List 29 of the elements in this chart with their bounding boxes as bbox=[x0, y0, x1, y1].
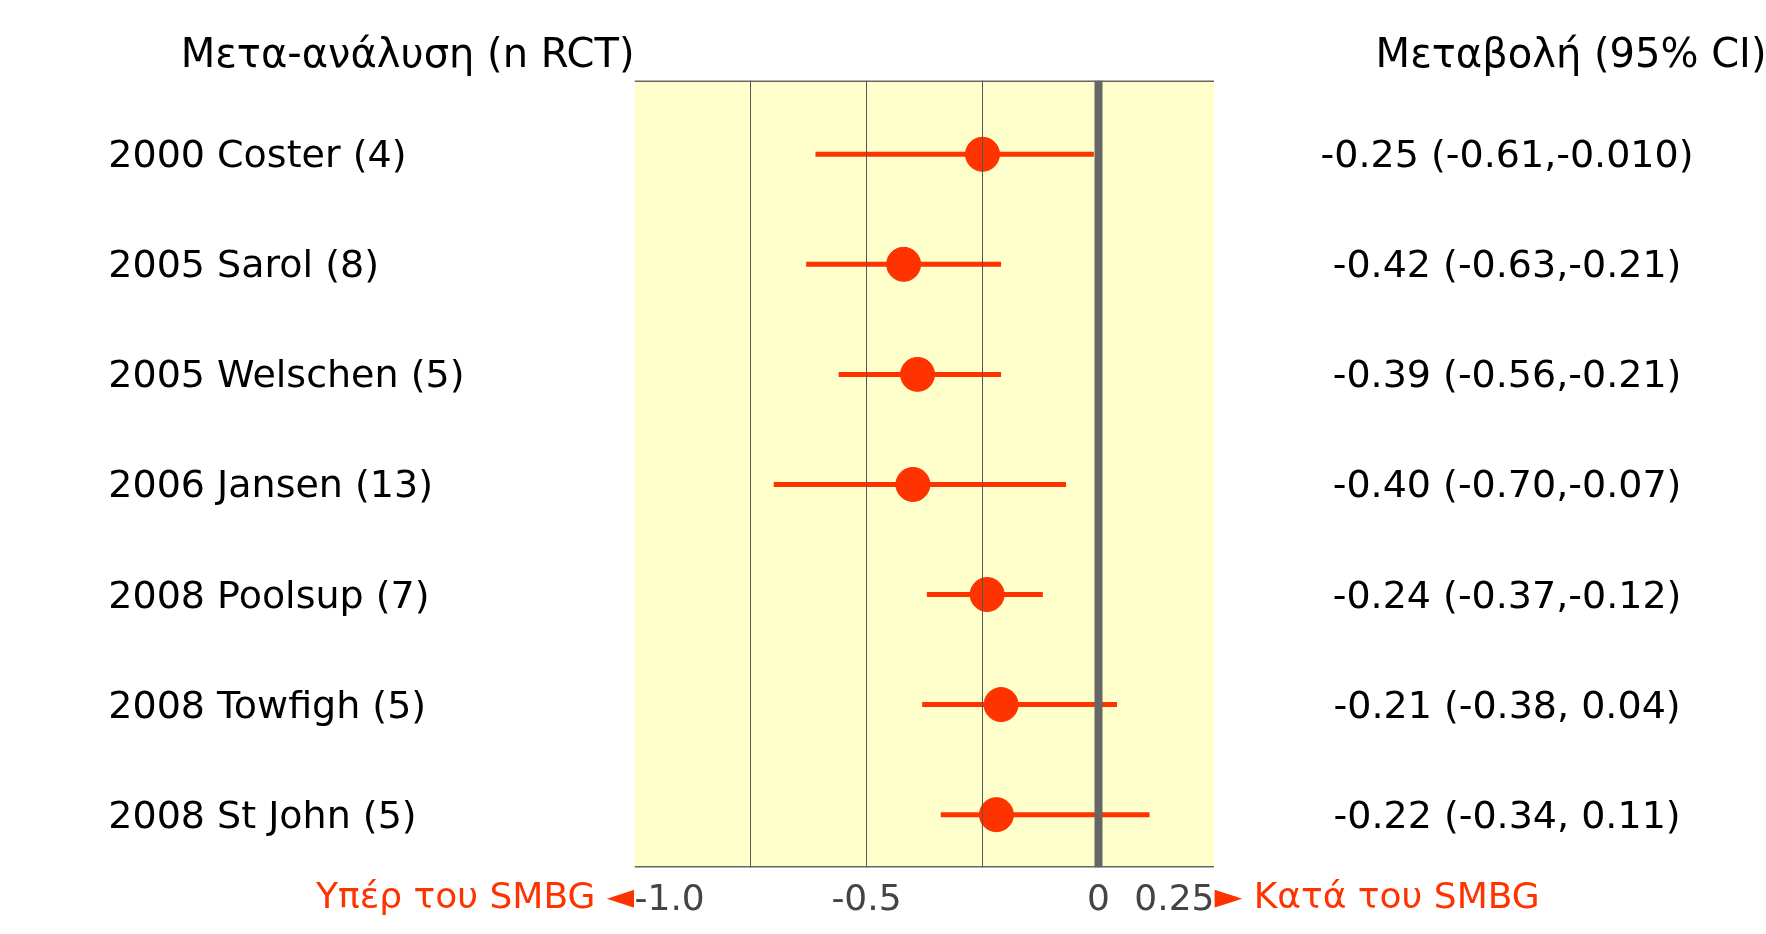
point bbox=[886, 246, 922, 282]
data-label: -0.42 (-0.63,-0.21) bbox=[1332, 242, 1682, 287]
data-label: -0.24 (-0.37,-0.12) bbox=[1332, 572, 1682, 617]
point bbox=[965, 136, 1000, 172]
text: Μεταβολή (95% CI) bbox=[1375, 29, 1766, 76]
x-tick-label: -0.5 bbox=[831, 876, 902, 918]
point bbox=[895, 466, 931, 502]
y-tick-label: 2005 Welschen (5) bbox=[108, 352, 465, 397]
x-tick-label: -1.0 bbox=[634, 876, 705, 918]
y-tick-label: 2008 Poolsup (7) bbox=[108, 572, 430, 617]
data-label: -0.40 (-0.70,-0.07) bbox=[1332, 462, 1682, 507]
point bbox=[900, 356, 936, 392]
x-tick-label: 0.25 bbox=[1134, 876, 1215, 918]
point bbox=[978, 797, 1014, 833]
data-label: -0.39 (-0.56,-0.21) bbox=[1332, 352, 1682, 397]
text: ► Κατά του SMBG bbox=[1214, 874, 1540, 916]
text: Υπέρ του SMBG ◄ bbox=[315, 874, 635, 916]
y-tick-label: 2000 Coster (4) bbox=[108, 132, 407, 177]
y-tick-label: 2008 Towfigh (5) bbox=[108, 682, 427, 727]
point bbox=[983, 687, 1019, 723]
y-tick-label: 2006 Jansen (13) bbox=[108, 462, 433, 507]
chart-title: Μετα-ανάλυση (n RCT) bbox=[180, 29, 635, 76]
x-tick-label: 0 bbox=[1087, 876, 1110, 918]
y-tick-label: 2008 St John (5) bbox=[108, 792, 417, 837]
y-tick-label: 2005 Sarol (8) bbox=[108, 242, 379, 287]
data-label: -0.25 (-0.61,-0.010) bbox=[1320, 132, 1694, 177]
data-label: -0.22 (-0.34, 0.11) bbox=[1333, 792, 1681, 837]
point bbox=[969, 577, 1005, 612]
data-label: -0.21 (-0.38, 0.04) bbox=[1333, 682, 1681, 727]
